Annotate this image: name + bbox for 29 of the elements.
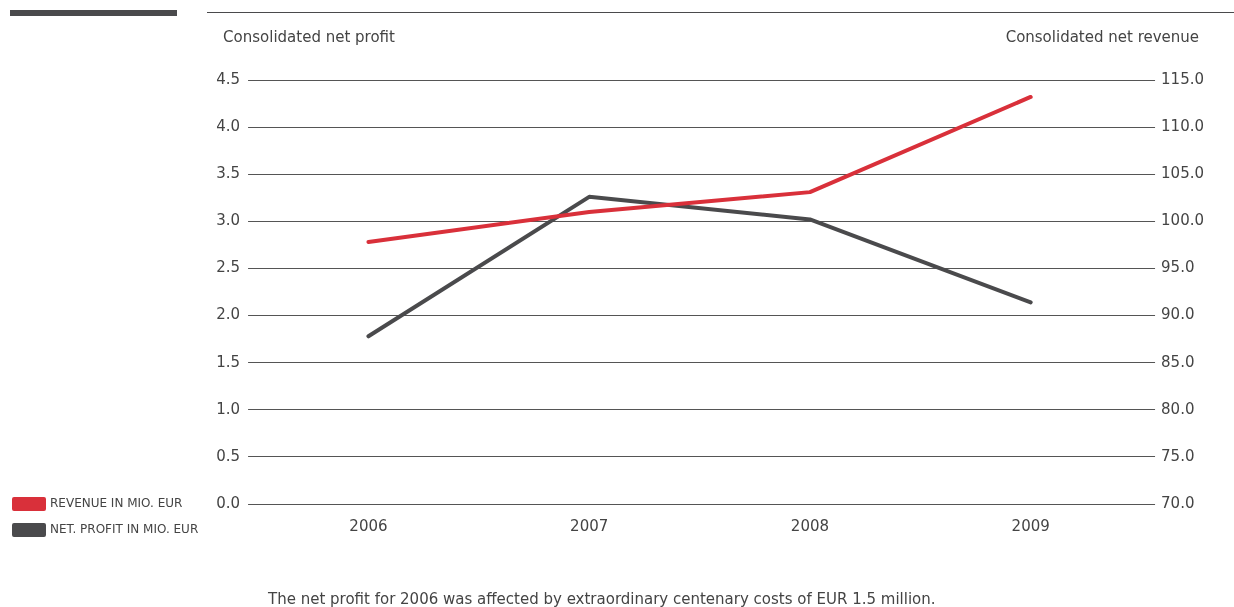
x-tick-label: 2009: [1011, 516, 1050, 535]
y-tick-label: 0.0: [216, 493, 241, 512]
y2-tick-label: 110.0: [1161, 117, 1205, 135]
y-tick-label: 1.5: [216, 352, 241, 371]
y-tick-label: 4.0: [216, 117, 241, 135]
y2-tick-label: 100.0: [1161, 211, 1205, 230]
y2-tick-label: 80.0: [1161, 399, 1195, 418]
y2-tick-label: 85.0: [1161, 352, 1195, 371]
y-tick-label: 0.5: [216, 446, 241, 465]
x-tick-label: 2008: [790, 516, 830, 535]
y-tick-label: 2.5: [216, 258, 241, 277]
y2-tick-label: 95.0: [1161, 258, 1195, 277]
y2-axis-title: Consolidated net revenue: [1005, 28, 1200, 46]
y-tick-label: 3.5: [216, 164, 241, 183]
legend-label: NET. PROFIT IN MIO. EUR: [50, 522, 199, 537]
y2-tick-label: 105.0: [1161, 164, 1205, 183]
y-tick-label: 2.0: [216, 305, 241, 324]
y2-tick-label: 115.0: [1161, 69, 1205, 88]
x-tick-label: 2007: [570, 516, 609, 535]
y-tick-label: 3.0: [216, 211, 241, 230]
y2-tick-label: 70.0: [1161, 493, 1195, 512]
y2-tick-label: 75.0: [1161, 446, 1195, 465]
y2-tick-label: 90.0: [1161, 305, 1195, 324]
legend-label: REVENUE IN MIO. EUR: [50, 496, 183, 511]
y-tick-label: 4.5: [216, 69, 241, 88]
y-axis-title: Consolidated net profit: [223, 28, 396, 46]
y-tick-label: 1.0: [216, 399, 241, 418]
x-tick-label: 2006: [349, 516, 388, 535]
text: The net profit for 2006 was affected by extraordinary centenary costs of EUR 1.5 million.: [268, 590, 936, 607]
